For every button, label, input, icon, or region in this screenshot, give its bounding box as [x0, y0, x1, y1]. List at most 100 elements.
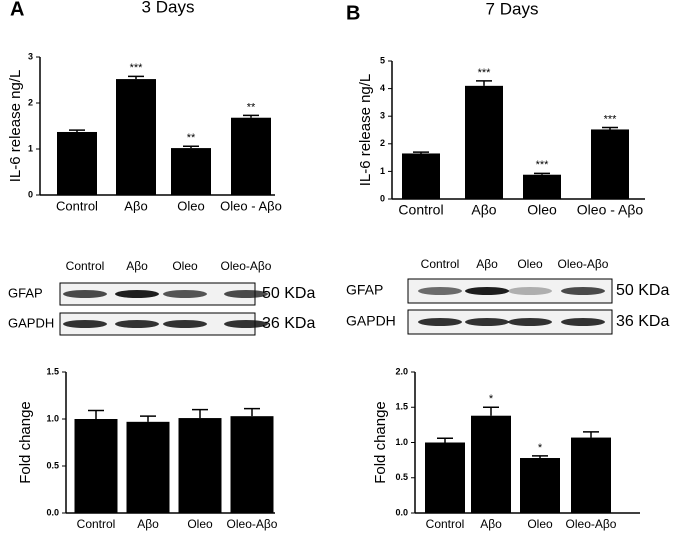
- y-tick-label: 4: [380, 83, 385, 93]
- y-tick-label: 2: [380, 138, 385, 148]
- y-tick-label: 0.5: [46, 460, 59, 470]
- error-bar: [244, 407, 260, 417]
- significance: ***: [604, 113, 618, 125]
- bar: [171, 148, 211, 195]
- protein-label: GAPDH: [8, 315, 54, 330]
- error-bar: [437, 437, 453, 443]
- blot-band: [163, 320, 207, 328]
- lane-label: Aβo: [126, 259, 148, 273]
- x-tick-label: Aβo: [137, 517, 159, 531]
- error-bar: [532, 455, 548, 459]
- chart-title: 3 Days: [142, 0, 195, 16]
- blot-band: [115, 320, 159, 328]
- y-tick-label: 1.5: [46, 366, 59, 376]
- y-tick-label: 0.0: [395, 507, 408, 517]
- x-tick-label: Control: [398, 202, 443, 218]
- y-tick-label: 2: [28, 97, 33, 107]
- y-tick-label: 3: [380, 111, 385, 121]
- bar: [231, 117, 271, 195]
- error-bar: [243, 114, 259, 118]
- error-bar: [476, 80, 492, 86]
- y-axis-label: IL-6 release ng/L: [7, 70, 24, 183]
- error-bar: [140, 415, 156, 422]
- lane-label: Aβo: [476, 257, 498, 271]
- blot-band: [561, 318, 605, 326]
- y-tick-label: 1: [380, 166, 385, 176]
- size-label: 50 KDa: [616, 282, 669, 299]
- protein-label: GFAP: [8, 285, 43, 300]
- blot-band: [418, 318, 462, 326]
- blot-band: [224, 320, 268, 328]
- significance: *: [538, 442, 543, 454]
- error-bar: [483, 406, 499, 416]
- x-tick-label: Oleo-Aβo: [227, 517, 278, 531]
- size-label: 36 KDa: [616, 313, 669, 330]
- y-tick-label: 5: [380, 55, 385, 65]
- blot-band: [115, 290, 159, 298]
- blot-band: [465, 287, 509, 295]
- y-tick-label: 3: [28, 51, 33, 61]
- lane-label: Oleo: [172, 259, 198, 273]
- error-bar: [69, 129, 85, 132]
- blot-band: [508, 318, 552, 326]
- bar: [230, 416, 274, 513]
- error-bar: [128, 75, 144, 80]
- bar: [471, 415, 511, 513]
- x-tick-label: Oleo: [527, 202, 557, 218]
- panel-letter: B: [346, 2, 360, 24]
- lane-label: Oleo-Aβo: [558, 257, 609, 271]
- significance: *: [489, 393, 494, 405]
- significance: **: [247, 101, 256, 113]
- panel-letter: A: [10, 0, 24, 20]
- chart-title: 7 Days: [486, 0, 539, 18]
- y-axis-label: Fold change: [17, 401, 34, 484]
- bar: [116, 79, 156, 195]
- y-tick-label: 1.0: [395, 437, 408, 447]
- bar: [520, 458, 560, 513]
- size-label: 50 KDa: [262, 285, 315, 302]
- significance: **: [187, 132, 196, 144]
- blot-band: [465, 318, 509, 326]
- bar: [523, 174, 561, 199]
- y-tick-label: 0: [380, 193, 385, 203]
- x-tick-label: Oleo: [177, 198, 204, 213]
- x-tick-label: Control: [56, 198, 98, 213]
- size-label: 36 KDa: [262, 315, 315, 332]
- bar: [74, 419, 118, 513]
- y-tick-label: 1: [28, 143, 33, 153]
- error-bar: [183, 145, 199, 149]
- error-bar: [413, 151, 429, 154]
- x-tick-label: Oleo: [527, 517, 553, 531]
- significance: ***: [130, 62, 144, 74]
- protein-label: GFAP: [346, 282, 383, 298]
- significance: ***: [536, 159, 550, 171]
- y-axis-label: Fold change: [372, 401, 389, 484]
- blot-band: [63, 320, 107, 328]
- y-tick-label: 1.5: [395, 402, 408, 412]
- y-axis-label: IL-6 release ng/L: [357, 74, 374, 187]
- blot-band: [418, 287, 462, 295]
- lane-label: Oleo: [517, 257, 543, 271]
- bar: [465, 85, 503, 199]
- error-bar: [192, 408, 208, 419]
- x-tick-label: Oleo: [187, 517, 213, 531]
- x-tick-label: Control: [426, 517, 465, 531]
- x-tick-label: Aβo: [480, 517, 502, 531]
- bar: [57, 131, 97, 195]
- bar: [178, 418, 222, 513]
- blot-band: [561, 287, 605, 295]
- x-tick-label: Oleo - Aβo: [577, 202, 644, 218]
- y-tick-label: 1.0: [46, 413, 59, 423]
- x-tick-label: Control: [77, 517, 116, 531]
- bar: [425, 442, 465, 513]
- blot-band: [508, 287, 552, 295]
- bar: [126, 421, 170, 513]
- protein-label: GAPDH: [346, 313, 396, 329]
- lane-label: Control: [421, 257, 460, 271]
- x-tick-label: Aβo: [124, 198, 147, 213]
- bar: [402, 153, 440, 199]
- bar: [571, 437, 611, 513]
- y-tick-label: 0: [28, 189, 33, 199]
- y-tick-label: 0.5: [395, 472, 408, 482]
- error-bar: [602, 126, 618, 130]
